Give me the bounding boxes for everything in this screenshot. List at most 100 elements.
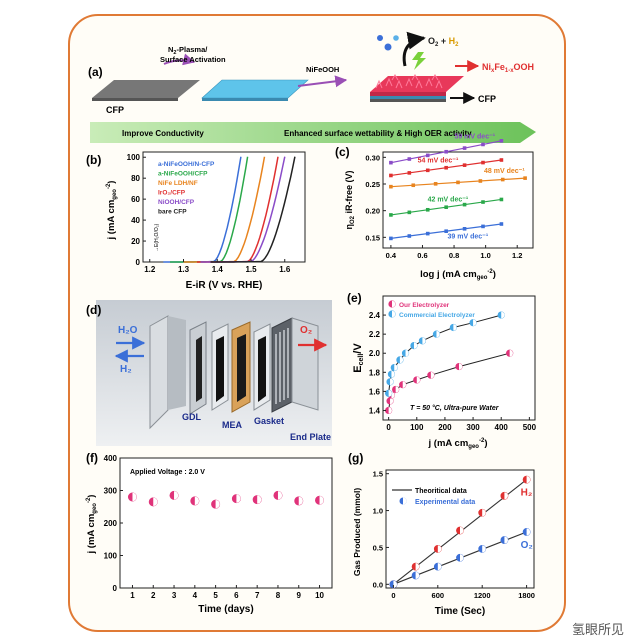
y-tick-label: 1.8 [369, 368, 381, 377]
legend-entry-2: NiFe LDH/NF [158, 180, 198, 187]
activated-plate-edge [202, 98, 288, 101]
chart-e-marks [385, 311, 514, 415]
x-tick-label: 8 [276, 591, 281, 600]
tafel-point [407, 157, 412, 161]
data-point-half [473, 319, 477, 327]
y-tick-label: 200 [104, 519, 118, 528]
x-tick-label: 0 [391, 591, 395, 600]
panel-d: (d) H₂O H₂ O₂ GDL MEA Gasket End Plate [86, 300, 332, 446]
tafel-point [425, 207, 430, 212]
data-point-half [395, 386, 399, 393]
tafel-point [389, 160, 393, 165]
y-tick-label: 2.4 [369, 311, 381, 320]
chart-b-annotation: →E(H₂O/O₂) [154, 223, 160, 252]
x-tick-label: 6 [234, 591, 239, 600]
y-tick-label: 1.5 [373, 470, 383, 479]
step2-arrow [297, 75, 348, 88]
slope-label-1: 54 mV dec⁻¹ [418, 158, 459, 165]
y-tick-label: 40 [131, 216, 140, 225]
chart-e-ylabel: Ecell/V [352, 343, 365, 373]
chart-f-ylabel: j (mA cmgeo-2) [86, 495, 98, 555]
panel-e: (e) 0 100 200 300 400 500 1.4 1.6 1.8 2.0 2.2 2.4 O… [347, 291, 537, 450]
panel-c: (c) 59 mV dec⁻¹ 54 mV dec⁻¹ 48 mV dec⁻¹ 42 … [335, 134, 534, 281]
slope-label-2: 48 mV dec⁻¹ [484, 168, 525, 175]
tafel-point [444, 229, 448, 233]
tafel-point [462, 202, 467, 207]
tafel-point [407, 171, 412, 175]
data-point-half [405, 349, 409, 357]
nanosheet-layer [370, 76, 464, 92]
x-tick-label: 600 [432, 591, 445, 600]
x-tick-label: 10 [315, 591, 324, 600]
chart-b-legend: a-NiFeOOH/N-CFP a-NiFeOOH/CFP NiFe LDH/NF I… [158, 161, 215, 216]
tafel-point [499, 222, 504, 226]
h2-label: H₂ [120, 364, 132, 375]
legend-theoretical: Theoritical data [415, 488, 467, 495]
chart-f-xlabel: Time (days) [198, 604, 253, 615]
end-plate-left [149, 315, 169, 430]
chart-f-marks [127, 490, 325, 509]
legend-entry-1: Commercial Electrolyzer [399, 312, 475, 319]
watermark: 氢眼所见 [571, 622, 624, 637]
data-point-half [391, 391, 395, 399]
chart-e-xlabel: j (mA cmgeo-2) [428, 438, 488, 450]
water-drop-icon [393, 35, 399, 41]
water-drop-icon [384, 43, 392, 51]
data-point-half [194, 496, 200, 506]
product-cfp-label: CFP [478, 94, 496, 104]
panel-f-label: (f) [86, 451, 98, 465]
x-tick-label: 1.6 [279, 265, 291, 274]
legend-entry-1: a-NiFeOOH/CFP [158, 171, 208, 178]
tafel-point [478, 179, 483, 183]
data-point-half [174, 491, 179, 500]
data-point-half [153, 497, 158, 507]
tafel-point [499, 158, 504, 162]
x-tick-label: 1800 [518, 591, 535, 600]
chart-c-ticks: 0.4 0.6 0.8 1.0 1.2 0.15 0.20 0.25 0.30 [365, 153, 522, 260]
x-tick-label: 4 [193, 591, 198, 600]
y-tick-label: 0.5 [373, 543, 383, 552]
tafel-point [481, 142, 485, 147]
mea-label: MEA [222, 420, 243, 430]
data-point-half [390, 378, 394, 386]
data-point-half [460, 526, 464, 535]
y-tick-label: 0.0 [373, 580, 383, 589]
chart-g-legend: Theoritical data Experimental data [392, 488, 475, 506]
chart-e-legend: Our Electrolyzer Commercial Electrolyzer [388, 300, 475, 319]
data-point-half [526, 528, 531, 536]
data-point-half [277, 491, 283, 500]
data-point-half [391, 370, 395, 378]
plot-area-f [119, 457, 333, 589]
tafel-point [499, 197, 504, 202]
x-tick-label: 1.5 [245, 265, 257, 274]
tafel-point [499, 139, 504, 143]
chart-c-ylabel: ηO2 iR-free (V) [344, 170, 356, 229]
legend-marker-1-half [392, 310, 396, 318]
data-point-half [257, 495, 262, 504]
data-point-half [501, 311, 505, 319]
x-tick-label: 0.4 [386, 251, 397, 260]
x-tick-label: 1200 [474, 591, 491, 600]
data-point-half [388, 389, 392, 397]
data-point-half [236, 494, 241, 503]
cfp-plate [92, 80, 200, 98]
panel-a: (a) CFP N2-Plasma/ Surface Activation Ni… [88, 31, 536, 143]
panel-a-label: (a) [88, 65, 103, 79]
tafel-point [433, 182, 438, 186]
tafel-point [444, 165, 448, 170]
x-tick-label: 1 [130, 591, 135, 600]
tafel-point [456, 180, 460, 185]
tafel-point [389, 173, 393, 178]
data-point-half [430, 371, 435, 379]
y-tick-label: 80 [131, 174, 140, 183]
tafel-point [389, 213, 393, 217]
tafel-point [462, 146, 467, 150]
y-tick-label: 2.0 [369, 349, 381, 358]
chart-e-annotation: T = 50 °C, Ultra-pure Water [410, 404, 500, 412]
y-tick-label: 0 [113, 584, 118, 593]
step1-label-line2: Surface Activation [160, 55, 226, 64]
water-drop-icon [377, 35, 383, 41]
data-point-half [132, 492, 137, 502]
